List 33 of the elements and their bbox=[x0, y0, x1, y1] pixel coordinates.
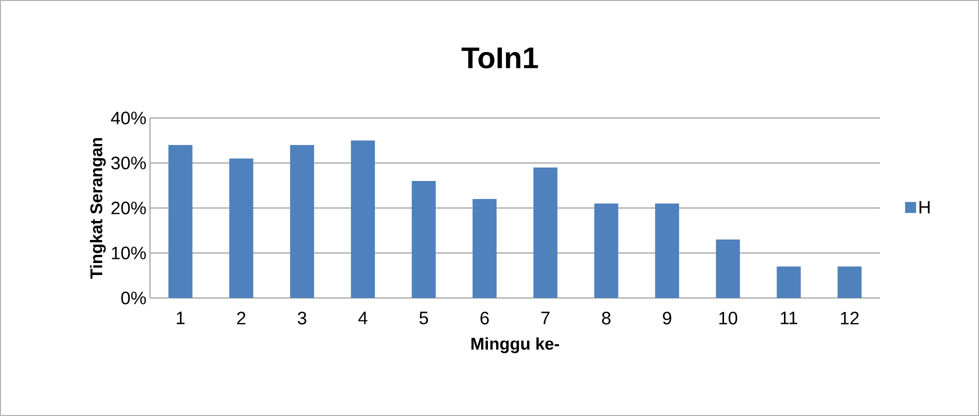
bar bbox=[229, 158, 254, 298]
x-axis-title: Minggu ke- bbox=[471, 337, 560, 354]
x-tick-label: 5 bbox=[419, 312, 428, 324]
y-tick-label: 30% bbox=[111, 156, 146, 170]
x-tick-label: 12 bbox=[840, 312, 859, 324]
bar bbox=[716, 240, 740, 298]
x-tick-label: 10 bbox=[719, 312, 738, 324]
x-tick-label: 1 bbox=[176, 312, 185, 324]
x-tick-label: 6 bbox=[480, 312, 489, 324]
bar bbox=[350, 140, 375, 298]
bar bbox=[168, 145, 192, 298]
bar bbox=[290, 145, 314, 298]
legend-label: H bbox=[920, 201, 930, 214]
x-tick-label: 3 bbox=[298, 312, 306, 324]
x-tick-label: 2 bbox=[237, 312, 246, 324]
chart-title: ToIn1 bbox=[462, 48, 538, 68]
x-tick-label: 4 bbox=[358, 312, 368, 324]
x-tick-label: 9 bbox=[662, 312, 672, 324]
bar bbox=[776, 266, 801, 298]
x-tick-label: 7 bbox=[541, 312, 550, 324]
y-tick-label: 40% bbox=[110, 112, 146, 124]
bar bbox=[838, 266, 862, 298]
bar bbox=[472, 199, 497, 298]
bar bbox=[655, 204, 680, 298]
bar bbox=[412, 181, 436, 298]
bar bbox=[594, 204, 618, 298]
bar bbox=[533, 168, 558, 298]
x-tick-label: 11 bbox=[780, 312, 798, 324]
y-tick-label: 20% bbox=[111, 202, 146, 214]
x-tick-label: 8 bbox=[602, 312, 610, 324]
y-tick-label: 0% bbox=[121, 292, 146, 304]
y-tick-label: 10% bbox=[112, 246, 146, 260]
y-axis-title: Tingkat Serangan bbox=[90, 138, 106, 279]
